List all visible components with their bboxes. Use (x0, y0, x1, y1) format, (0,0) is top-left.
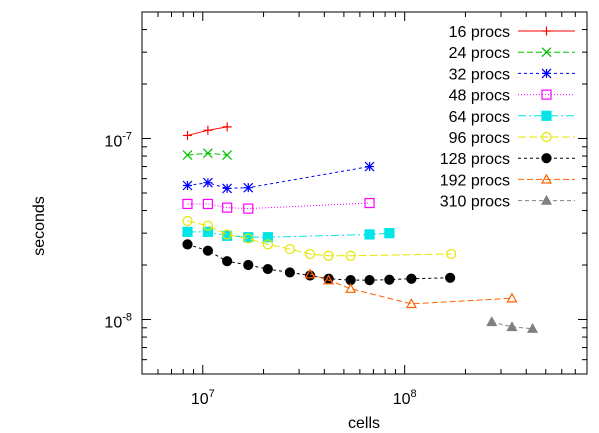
data-point (222, 256, 233, 267)
series-6 (182, 215, 457, 261)
legend-marker (541, 110, 552, 121)
series-line (187, 231, 390, 238)
data-point (364, 229, 375, 240)
legend-marker (541, 89, 552, 100)
data-point (243, 259, 254, 271)
data-point (222, 202, 233, 213)
data-point (182, 150, 193, 161)
data-point (345, 250, 356, 261)
data-point (384, 228, 395, 239)
series-4 (182, 197, 375, 214)
legend-entry: 48 procs (449, 88, 575, 105)
data-point (182, 215, 193, 227)
data-point (202, 220, 213, 231)
legend-marker (541, 131, 552, 143)
series-line (187, 220, 452, 257)
data-point (486, 316, 498, 327)
legend-entry: 24 procs (449, 45, 575, 62)
data-point (527, 322, 539, 333)
y-tick-label: 10-7 (104, 131, 132, 151)
data-point (506, 292, 518, 303)
legend-label: 310 procs (440, 194, 510, 211)
data-point (203, 125, 213, 135)
series-3 (182, 161, 375, 194)
data-point (323, 250, 334, 261)
series-line (187, 202, 370, 210)
legend-label: 32 procs (449, 66, 510, 83)
x-tick-label: 107 (191, 388, 215, 408)
data-point (222, 229, 233, 240)
legend-marker (542, 26, 551, 36)
data-point (222, 122, 232, 132)
data-point (406, 273, 417, 284)
y-axis-label: seconds (31, 196, 48, 256)
data-point (364, 275, 375, 286)
data-point (445, 272, 456, 283)
data-point (323, 274, 335, 285)
legend-entry: 16 procs (449, 24, 575, 41)
data-point (202, 245, 213, 256)
series-9 (486, 316, 539, 333)
series-line (187, 166, 370, 189)
legend-marker (540, 194, 553, 205)
legend-label: 48 procs (449, 88, 510, 105)
legend-label: 96 procs (449, 130, 510, 147)
legend-entry: 96 procs (449, 130, 575, 147)
data-point (405, 298, 417, 309)
legend-entry: 192 procs (440, 172, 575, 189)
legend-entry: 64 procs (449, 109, 575, 126)
data-point (182, 198, 193, 210)
x-axis-label: cells (348, 415, 380, 432)
legend-label: 64 procs (449, 109, 510, 126)
legend-entry: 310 procs (440, 194, 575, 211)
data-point (222, 150, 233, 161)
data-point (364, 197, 375, 209)
series-8 (304, 268, 518, 309)
legend-marker (541, 47, 552, 58)
series-line (309, 273, 513, 305)
legend-marker (541, 153, 552, 164)
data-point (506, 321, 518, 332)
series-2 (182, 148, 233, 161)
legend-marker (540, 173, 553, 184)
data-point (243, 182, 254, 193)
data-point (304, 268, 316, 279)
data-point (284, 243, 295, 255)
data-point (243, 233, 254, 244)
x-tick-label: 108 (393, 388, 417, 408)
data-point (384, 274, 395, 285)
legend-label: 16 procs (449, 24, 510, 41)
data-point (222, 183, 233, 194)
data-point (182, 130, 192, 140)
plot-border (141, 11, 588, 375)
data-point (262, 239, 273, 250)
legend-label: 24 procs (449, 45, 510, 62)
data-point (202, 148, 213, 159)
series-1 (182, 122, 232, 140)
data-point (364, 161, 375, 172)
data-point (202, 226, 213, 237)
data-point (345, 282, 357, 293)
data-point (202, 177, 213, 188)
legend-entry: 128 procs (440, 151, 575, 168)
data-point (182, 239, 193, 250)
data-point (262, 232, 273, 243)
data-point (182, 180, 193, 191)
legend-entry: 32 procs (449, 66, 575, 83)
legend-label: 128 procs (440, 151, 510, 168)
y-tick-label: 10-8 (104, 312, 132, 332)
data-point (446, 248, 457, 260)
data-point (202, 198, 213, 210)
data-point (182, 226, 193, 237)
series-5 (182, 226, 395, 243)
data-point (262, 263, 273, 275)
legend-label: 192 procs (440, 172, 510, 189)
data-point (243, 203, 254, 214)
series-7 (182, 239, 456, 286)
data-point (304, 248, 316, 260)
data-point (284, 267, 295, 278)
legend-marker (541, 68, 552, 79)
